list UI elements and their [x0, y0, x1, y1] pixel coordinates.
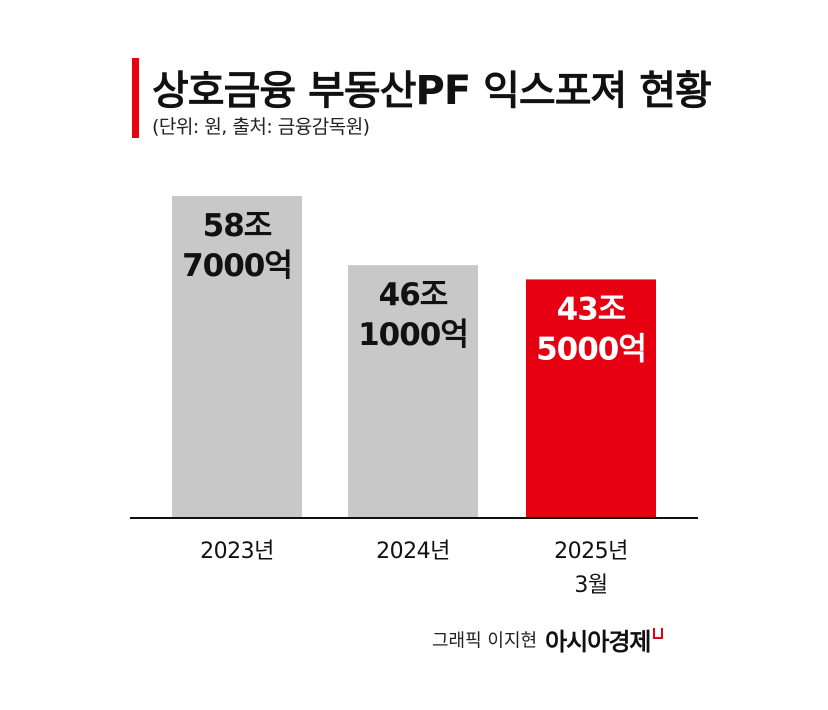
bar-1 [172, 196, 302, 518]
x-tick-label-3-line-2: 3월 [574, 573, 607, 598]
data-label-3-line-1: 43조 [557, 291, 626, 327]
x-tick-label-1-line-1: 2023년 [200, 539, 274, 564]
bar-3 [526, 279, 656, 518]
x-tick-label-3-line-1: 2025년 [554, 539, 628, 564]
data-label-3-line-2: 5000억 [536, 331, 646, 367]
bar-2 [348, 265, 478, 518]
data-label-2-line-1: 46조 [379, 277, 448, 313]
graphic-credit: 그래픽 이지현 [432, 630, 538, 652]
brand-mark-icon [652, 628, 663, 639]
data-label-1-line-2: 7000억 [182, 248, 292, 284]
data-label-2-line-2: 1000억 [358, 317, 468, 353]
brand-logo-text: 아시아경제 [545, 628, 651, 656]
x-tick-label-2-line-1: 2024년 [376, 539, 450, 564]
credit-line: 그래픽 이지현 아시아경제 [432, 622, 663, 657]
chart-subtitle: (단위: 원, 출처: 금융감독원) [152, 116, 370, 138]
title-accent-bar [132, 58, 139, 138]
data-label-1-line-1: 58조 [203, 208, 272, 244]
chart-title: 상호금융 부동산PF 익스포져 현황 [152, 68, 712, 114]
